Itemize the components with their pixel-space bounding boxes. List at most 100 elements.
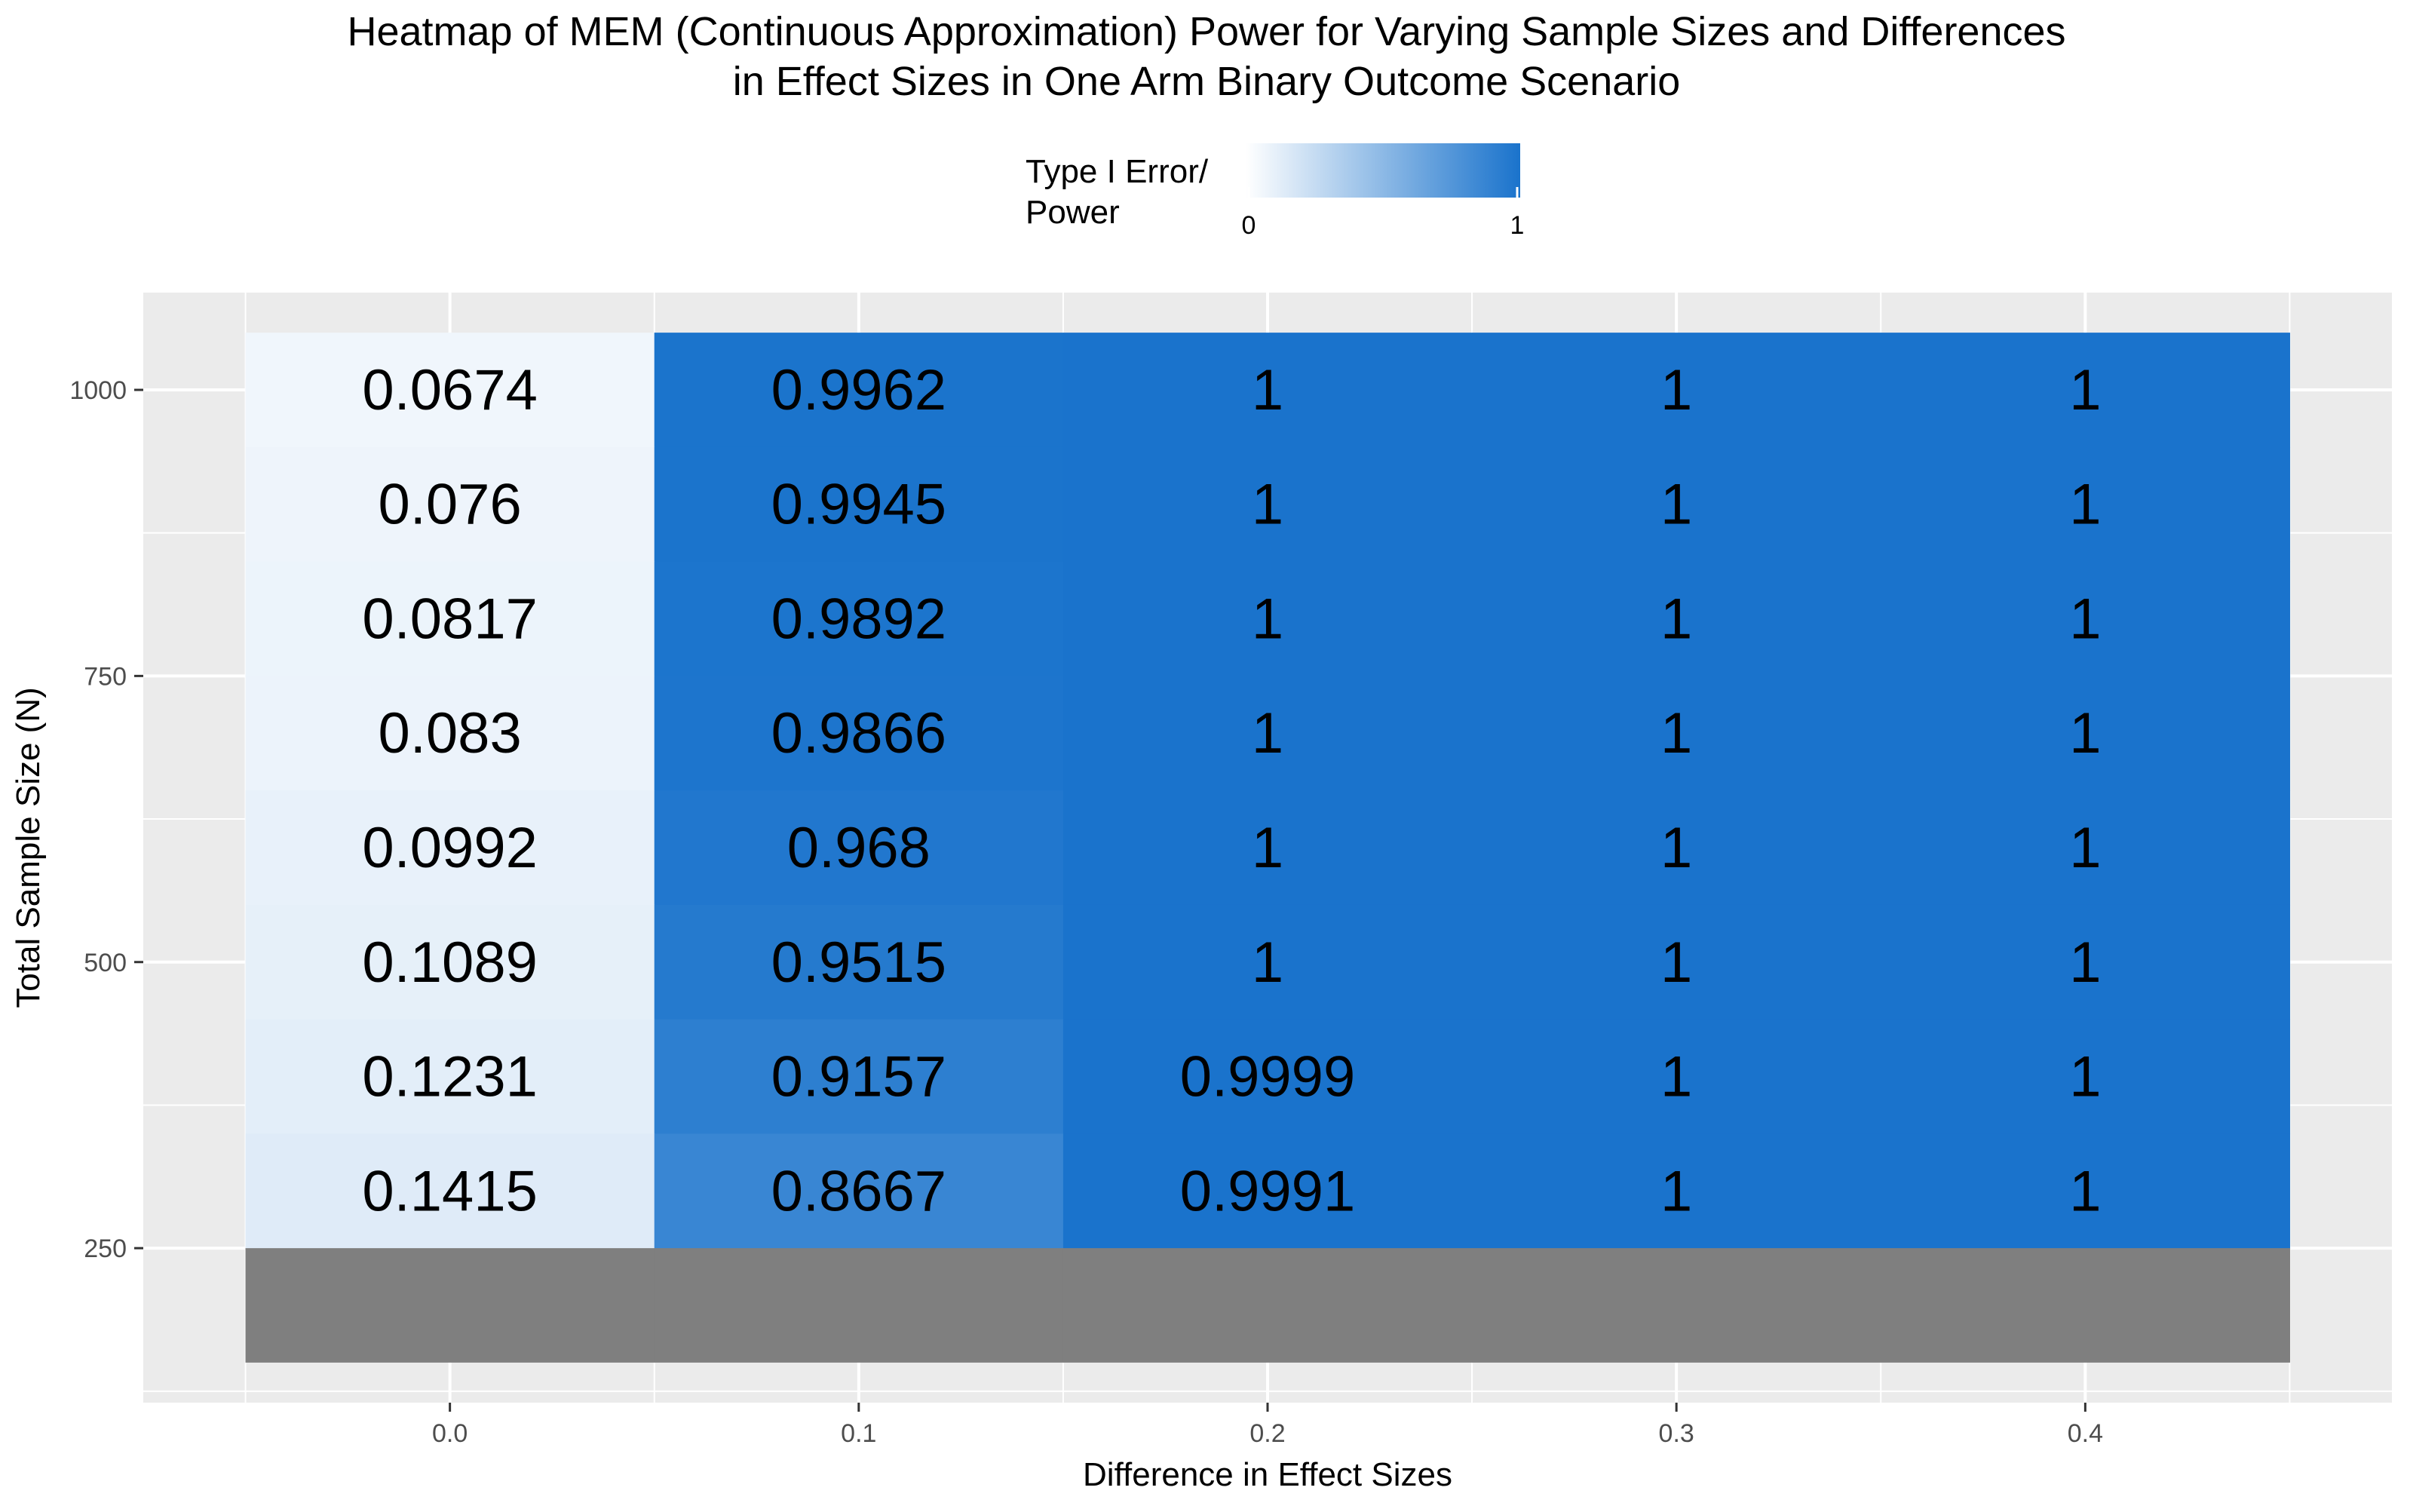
heatmap-tile [1881,1133,2291,1249]
heatmap-na-tile [245,1248,655,1363]
heatmap-cell-label: 1 [2069,816,2101,880]
heatmap-na-tile [1881,1248,2291,1363]
heatmap-tile [654,676,1064,791]
heatmap-cell-label: 0.9945 [771,473,946,537]
legend-min-label: 0 [1242,211,1256,240]
heatmap-tile [1472,333,1881,448]
heatmap-cell-label: 0.9962 [771,358,946,422]
heatmap-cell-label: 1 [1660,358,1692,422]
heatmap-cell-label: 0.9866 [771,701,946,765]
heatmap-tile [1881,790,2291,906]
heatmap-cell-label: 1 [1252,816,1283,880]
heatmap-cell-label: 0.9892 [771,587,946,651]
heatmap-tile [1062,1133,1473,1249]
heatmap-tile [245,676,655,791]
heatmap-na-tile [654,1248,1064,1363]
heatmap-cell-label: 1 [1660,816,1692,880]
heatmap-cell-label: 1 [2069,1159,2101,1223]
heatmap-tiles [245,333,2291,1363]
heatmap-cell-label: 1 [1252,358,1283,422]
heatmap-tile [1881,1019,2291,1134]
heatmap-cell-label: 0.8667 [771,1159,946,1223]
heatmap-tile [1881,904,2291,1020]
y-axis: 250 500 750 1000 [69,376,143,1263]
heatmap-tile [654,1133,1064,1249]
legend-title-line-2: Power [1026,194,1120,231]
heatmap-cell-label: 1 [1660,587,1692,651]
x-tick-label: 0.3 [1659,1419,1694,1448]
heatmap-tile [1062,790,1473,906]
heatmap-tile [1472,1133,1881,1249]
heatmap-tile [1472,446,1881,563]
heatmap-tile [654,1019,1064,1134]
heatmap-tile [654,333,1064,448]
x-tick-label: 0.1 [841,1419,876,1448]
heatmap-cell-label: 0.1231 [362,1045,537,1109]
x-tick-label: 0.0 [432,1419,468,1448]
heatmap-cell-label: 0.076 [379,473,522,537]
heatmap-tile [245,561,655,676]
heatmap-cell-label: 0.083 [379,701,522,765]
heatmap-cell-label: 1 [1660,1045,1692,1109]
heatmap-cell-label: 1 [1660,473,1692,537]
heatmap-cell-label: 0.968 [787,816,931,880]
y-tick-label: 500 [84,949,127,977]
legend-max-label: 1 [1510,211,1525,240]
heatmap-cell-label: 1 [2069,931,2101,995]
heatmap-tile [1881,676,2291,791]
heatmap-tile [1881,446,2291,563]
x-tick-label: 0.4 [2068,1419,2103,1448]
heatmap-cell-label: 1 [1660,1159,1692,1223]
heatmap-cell-label: 1 [1252,931,1283,995]
heatmap-tile [1062,676,1473,791]
heatmap-cell-label: 1 [2069,473,2101,537]
heatmap-tile [1062,561,1473,676]
x-axis-title: Difference in Effect Sizes [1083,1456,1452,1493]
heatmap-cell-label: 0.9515 [771,931,946,995]
heatmap-cell-label: 0.9991 [1180,1159,1355,1223]
heatmap-tile [245,790,655,906]
heatmap-tile [1472,1019,1881,1134]
heatmap-tile [1062,1019,1473,1134]
x-axis: 0.0 0.1 0.2 0.3 0.4 [432,1403,2103,1448]
heatmap-tile [245,1133,655,1249]
heatmap-tile [654,790,1064,906]
heatmap-cell-label: 1 [2069,701,2101,765]
heatmap-tile [1472,904,1881,1020]
y-tick-label: 750 [84,662,127,691]
heatmap-cell-label: 1 [1252,587,1283,651]
heatmap-tile [1472,676,1881,791]
heatmap-tile [245,904,655,1020]
heatmap-cell-label: 1 [1252,701,1283,765]
heatmap-cell-label: 0.9999 [1180,1045,1355,1109]
heatmap-tile [245,1019,655,1134]
heatmap-tile [245,333,655,448]
heatmap-cell-label: 1 [1660,701,1692,765]
heatmap-cell-label: 0.0674 [362,358,537,422]
chart-title-line-1: Heatmap of MEM (Continuous Approximation… [347,9,2065,54]
heatmap-tile [654,561,1064,676]
heatmap-cell-label: 0.1415 [362,1159,537,1223]
heatmap-tile [1062,333,1473,448]
heatmap-na-tile [1472,1248,1881,1363]
heatmap-cell-label: 0.0817 [362,587,537,651]
heatmap-cell-label: 1 [1660,931,1692,995]
heatmap-tile [654,446,1064,563]
legend-colorbar [1246,143,1520,198]
heatmap-cell-label: 1 [1252,473,1283,537]
heatmap-cell-labels: 0.0674 0.9962 1 1 1 0.076 0.9945 1 1 1 0.0817 0.989… [362,358,2101,1223]
heatmap-tile [1062,904,1473,1020]
x-tick-label: 0.2 [1249,1419,1285,1448]
y-tick-label: 250 [84,1234,127,1263]
heatmap-tile [654,904,1064,1020]
legend-title-line-1: Type I Error/ [1026,153,1209,190]
legend: Type I Error/ Power 0 1 [1026,143,1524,240]
heatmap-cell-label: 1 [2069,587,2101,651]
heatmap-cell-label: 0.1089 [362,931,537,995]
chart-title-line-2: in Effect Sizes in One Arm Binary Outcom… [733,59,1681,104]
heatmap-tile [1472,790,1881,906]
heatmap-tile [1062,446,1473,563]
y-axis-title: Total Sample Size (N) [10,687,47,1007]
heatmap-cell-label: 1 [2069,358,2101,422]
